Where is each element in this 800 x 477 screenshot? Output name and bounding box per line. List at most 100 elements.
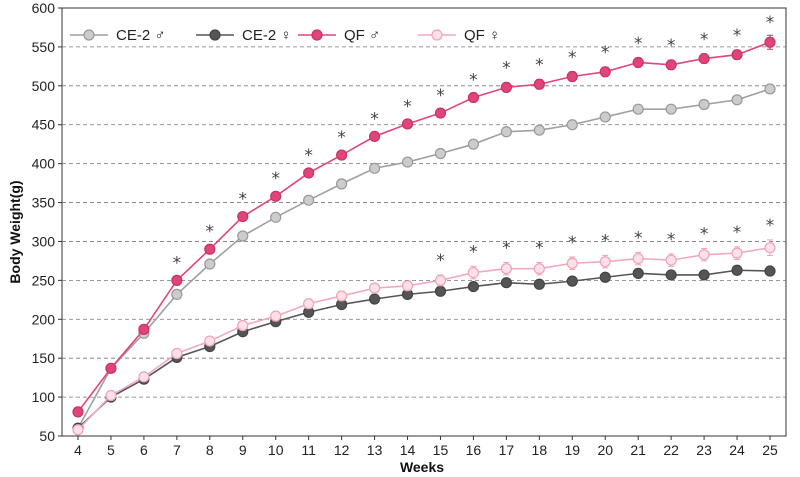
data-point (171, 274, 183, 286)
x-tick-label: 13 (367, 442, 383, 458)
data-point (599, 111, 611, 123)
significance-star: * (733, 223, 742, 243)
data-point (467, 280, 480, 293)
x-tick-label: 17 (499, 442, 515, 458)
x-tick-label: 20 (597, 442, 613, 458)
x-tick-label: 18 (532, 442, 548, 458)
legend-marker (83, 29, 95, 41)
series-lines (72, 34, 776, 436)
data-point (665, 103, 677, 115)
data-point (270, 211, 282, 223)
data-point (632, 267, 644, 279)
data-point (401, 118, 414, 130)
data-point (566, 70, 578, 83)
data-point (566, 275, 578, 287)
data-point (632, 252, 644, 265)
data-point (368, 293, 381, 305)
data-point (303, 167, 315, 179)
legend-entry-0: CE-2 ♂ (70, 27, 166, 44)
data-point (336, 149, 348, 161)
legend-marker (209, 29, 221, 41)
y-tick-labels: 50 100 150 200 250 300 350 400 450 500 550 600 (32, 0, 62, 444)
data-point (731, 264, 743, 276)
data-point (533, 263, 545, 275)
data-point (665, 59, 677, 71)
data-point (401, 280, 414, 292)
series-line (77, 41, 771, 413)
significance-star: * (700, 224, 709, 244)
significance-star: * (173, 253, 182, 273)
data-point (270, 190, 282, 202)
significance-star: * (568, 233, 577, 253)
y-tick-label: 300 (32, 233, 56, 249)
data-point (434, 147, 447, 160)
y-tick-label: 400 (32, 156, 56, 172)
data-point (303, 298, 315, 310)
legend-marker (311, 29, 323, 41)
significance-star: * (337, 128, 346, 148)
x-axis-label: Weeks (400, 459, 444, 475)
significance-star: * (601, 231, 610, 251)
data-point (500, 263, 512, 275)
significance-star: * (304, 146, 313, 166)
data-point (764, 36, 776, 48)
data-point (336, 178, 348, 190)
data-point (72, 406, 84, 418)
significance-star: * (436, 86, 445, 106)
data-point (434, 285, 447, 297)
data-point (270, 310, 282, 322)
x-tick-label: 7 (173, 442, 181, 458)
significance-star: * (469, 70, 478, 90)
y-axis-label: Body Weight(g) (7, 180, 23, 283)
data-point (204, 243, 216, 255)
series-2 (72, 34, 776, 418)
data-point (566, 119, 578, 131)
data-point (698, 52, 710, 65)
data-point (599, 66, 611, 78)
significance-star: * (700, 30, 709, 50)
significance-star: * (502, 238, 511, 258)
x-tick-label: 10 (268, 442, 284, 458)
data-point (533, 78, 545, 90)
data-point (500, 126, 512, 138)
data-point (566, 257, 578, 269)
y-tick-label: 100 (32, 389, 56, 405)
data-point (336, 290, 348, 302)
data-point (533, 124, 545, 136)
x-tick-label: 11 (301, 442, 316, 458)
significance-star: * (766, 216, 775, 236)
x-tick-label: 14 (400, 442, 416, 458)
legend: CE-2 ♂ CE-2 ♀ QF ♂ QF ♀ (70, 27, 500, 44)
x-tick-label: 21 (630, 442, 646, 458)
x-tick-label: 19 (564, 442, 580, 458)
legend-entry-1: CE-2 ♀ (196, 27, 292, 44)
data-point (632, 56, 644, 69)
data-point (500, 81, 512, 93)
significance-star: * (370, 109, 379, 129)
significance-star: * (733, 26, 742, 46)
grid-lines (62, 46, 786, 398)
series-line (77, 88, 771, 429)
significance-star: * (634, 34, 643, 54)
legend-entry-2: QF ♂ (298, 27, 380, 44)
significance-star: * (436, 251, 445, 271)
data-point (237, 319, 249, 332)
data-point (138, 371, 150, 383)
data-point (467, 266, 480, 279)
x-tick-label: 16 (466, 442, 482, 458)
y-tick-label: 50 (39, 428, 55, 444)
data-point (303, 194, 315, 206)
significance-star: * (502, 59, 511, 79)
legend-entry-3: QF ♀ (418, 27, 500, 44)
data-point (698, 249, 710, 261)
data-point (204, 258, 216, 270)
legend-label: CE-2 ♂ (116, 27, 166, 44)
y-tick-label: 550 (32, 39, 56, 55)
data-point (764, 265, 776, 277)
data-point (401, 156, 414, 168)
significance-star: * (535, 56, 544, 76)
series-line (77, 269, 771, 429)
series-0 (72, 83, 776, 434)
data-point (665, 269, 677, 281)
